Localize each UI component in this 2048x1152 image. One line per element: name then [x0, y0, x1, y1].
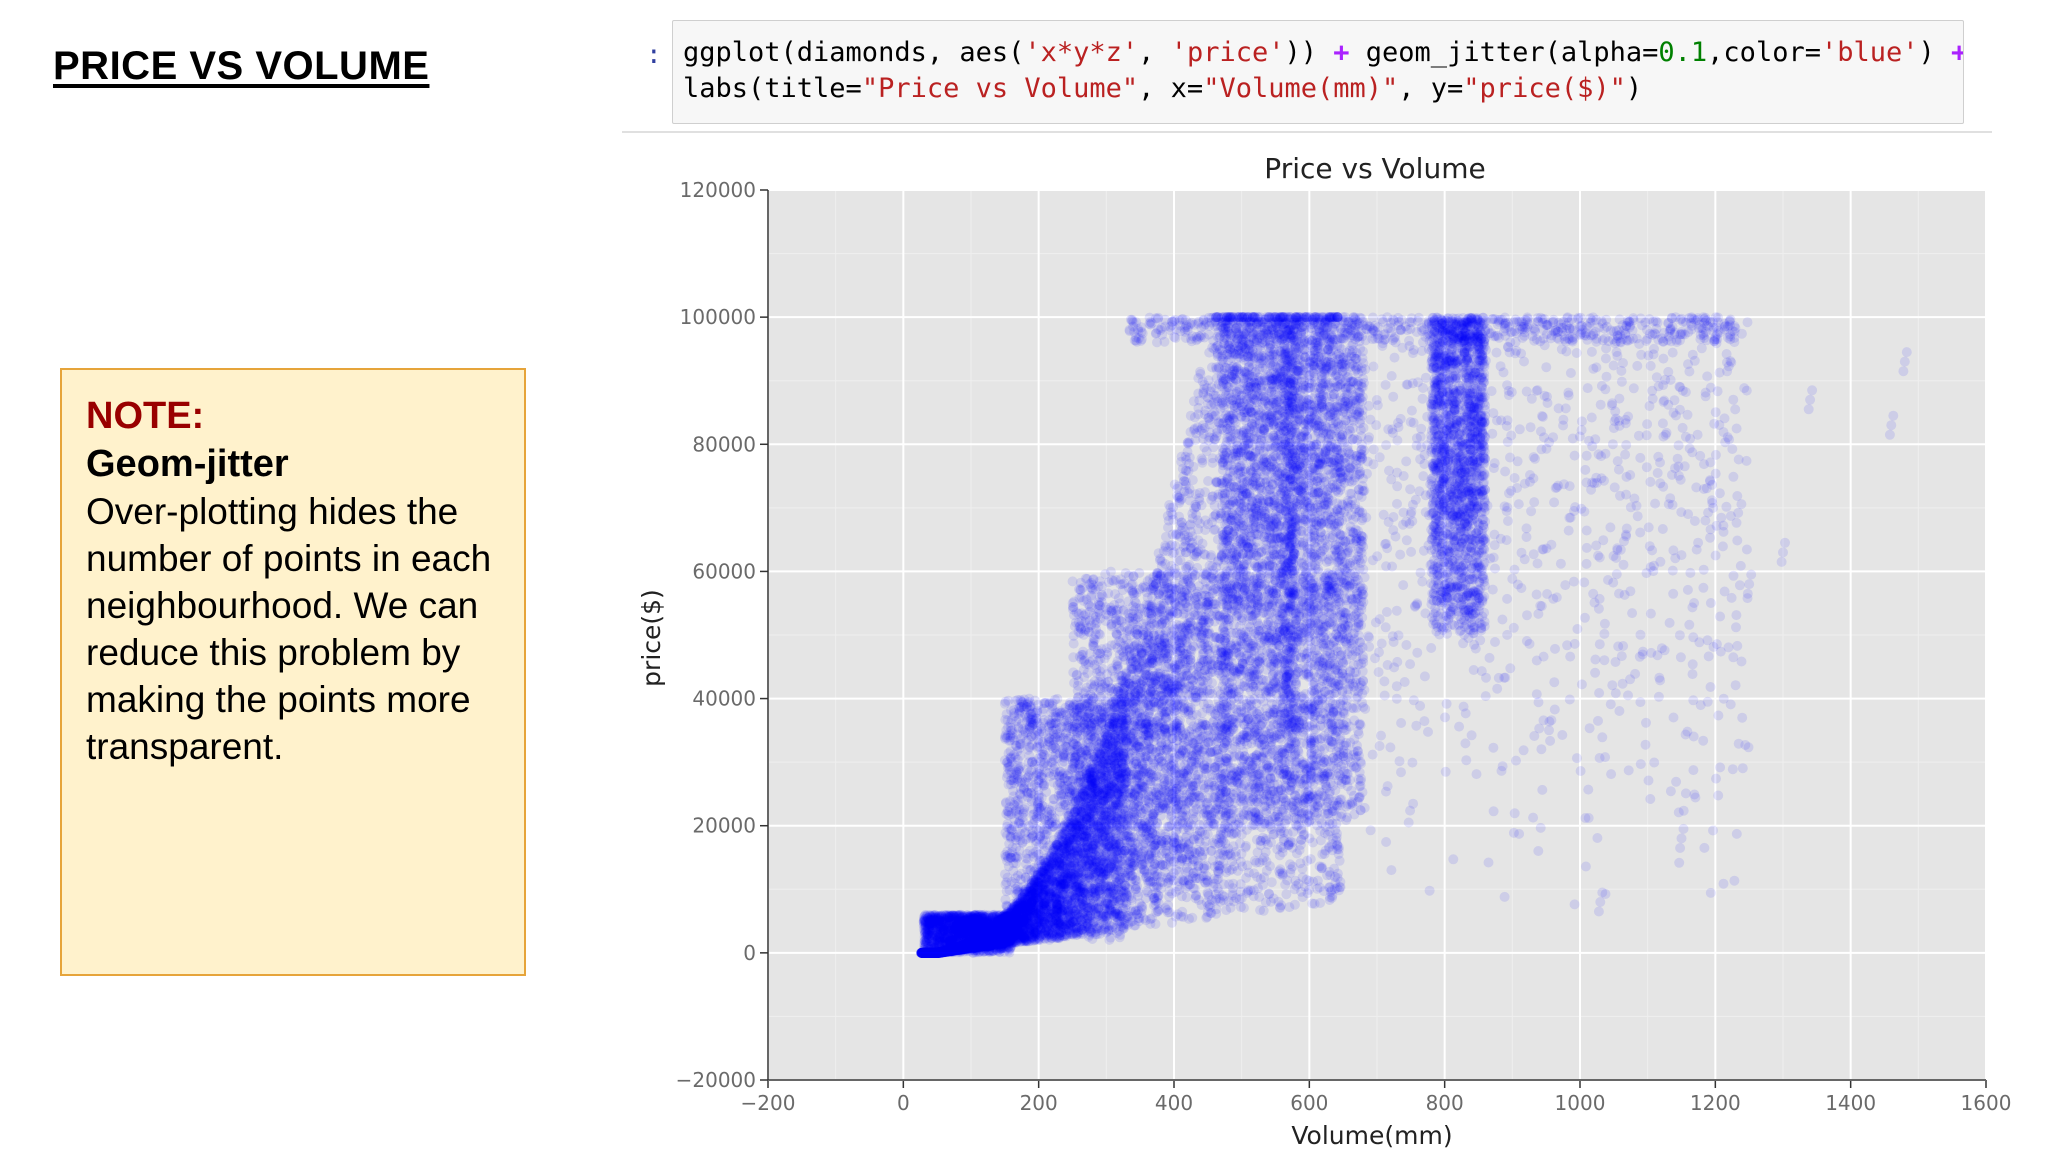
data-point — [1085, 813, 1096, 824]
data-point — [959, 940, 970, 951]
data-point — [1059, 884, 1070, 894]
data-point — [1095, 760, 1106, 771]
note-box: NOTE: Geom-jitter Over-plotting hides th… — [60, 368, 526, 976]
data-point — [1065, 870, 1076, 881]
data-point — [1216, 833, 1227, 844]
cell-prompt: : — [646, 40, 662, 70]
data-point — [1250, 503, 1261, 514]
data-point — [917, 947, 928, 958]
slide-title: PRICE VS VOLUME — [53, 44, 429, 89]
data-point — [1157, 641, 1168, 651]
data-point — [1149, 757, 1160, 768]
note-heading: Geom-jitter — [86, 440, 500, 488]
data-point — [1289, 899, 1300, 910]
code-number: 0.1 — [1658, 37, 1707, 68]
code-line-1: ggplot(diamonds, aes('x*y*z', 'price')) … — [683, 37, 1963, 68]
data-point — [1278, 869, 1288, 879]
data-point — [1275, 785, 1286, 795]
code-string: "Price vs Volume" — [862, 73, 1138, 104]
data-point — [923, 947, 934, 958]
note-label: NOTE: — [86, 392, 500, 440]
code-operator: + — [1333, 37, 1349, 68]
data-point — [1179, 684, 1190, 695]
code-token: labs(title= — [683, 73, 862, 104]
code-string: 'x*y*z' — [1024, 37, 1138, 68]
data-point — [991, 932, 1002, 943]
code-cell[interactable]: ggplot(diamonds, aes('x*y*z', 'price')) … — [672, 20, 1964, 124]
data-point — [1260, 835, 1271, 846]
code-token: geom_jitter(alpha= — [1350, 37, 1659, 68]
data-point — [916, 947, 927, 958]
note-body: Over-plotting hides the number of points… — [86, 488, 500, 770]
data-point — [974, 938, 985, 949]
data-point — [1119, 886, 1130, 897]
data-point — [917, 947, 928, 958]
data-point — [1288, 465, 1299, 476]
data-point — [1077, 830, 1088, 841]
data-point — [953, 943, 964, 953]
data-point — [1006, 927, 1017, 938]
data-point — [923, 947, 934, 958]
data-point — [991, 925, 1001, 936]
data-point — [1054, 932, 1065, 943]
code-token: , — [1138, 37, 1171, 68]
data-point — [924, 947, 935, 958]
data-point — [959, 939, 970, 950]
code-token: , x= — [1138, 73, 1203, 104]
code-token: , y= — [1398, 73, 1463, 104]
code-token: ,color= — [1707, 37, 1821, 68]
code-line-2: labs(title="Price vs Volume", x="Volume(… — [683, 73, 1642, 104]
data-point — [1063, 911, 1074, 922]
code-string: 'price' — [1171, 37, 1285, 68]
data-point — [1189, 412, 1200, 423]
data-point — [1085, 811, 1096, 822]
data-point — [991, 929, 1002, 940]
data-point — [1119, 677, 1130, 688]
code-operator: +\ — [1951, 37, 1963, 68]
code-token: ggplot(diamonds, aes( — [683, 37, 1024, 68]
data-point — [1276, 420, 1287, 431]
data-point — [1029, 918, 1040, 929]
code-string: "Volume(mm)" — [1203, 73, 1398, 104]
data-point — [1102, 898, 1113, 909]
data-point — [1221, 757, 1232, 768]
data-point — [956, 944, 967, 954]
data-points — [915, 312, 1912, 958]
code-string: 'blue' — [1821, 37, 1919, 68]
data-point — [1265, 339, 1276, 350]
data-point — [1299, 649, 1310, 660]
data-point — [1240, 842, 1251, 853]
code-token: )) — [1284, 37, 1333, 68]
code-token: ) — [1919, 37, 1952, 68]
code-token: ) — [1626, 73, 1642, 104]
cell-divider — [622, 131, 1992, 133]
data-point — [963, 939, 974, 950]
data-point — [997, 923, 1008, 934]
data-point — [989, 937, 1000, 948]
code-string: "price($)" — [1463, 73, 1626, 104]
data-point — [1003, 908, 1014, 919]
